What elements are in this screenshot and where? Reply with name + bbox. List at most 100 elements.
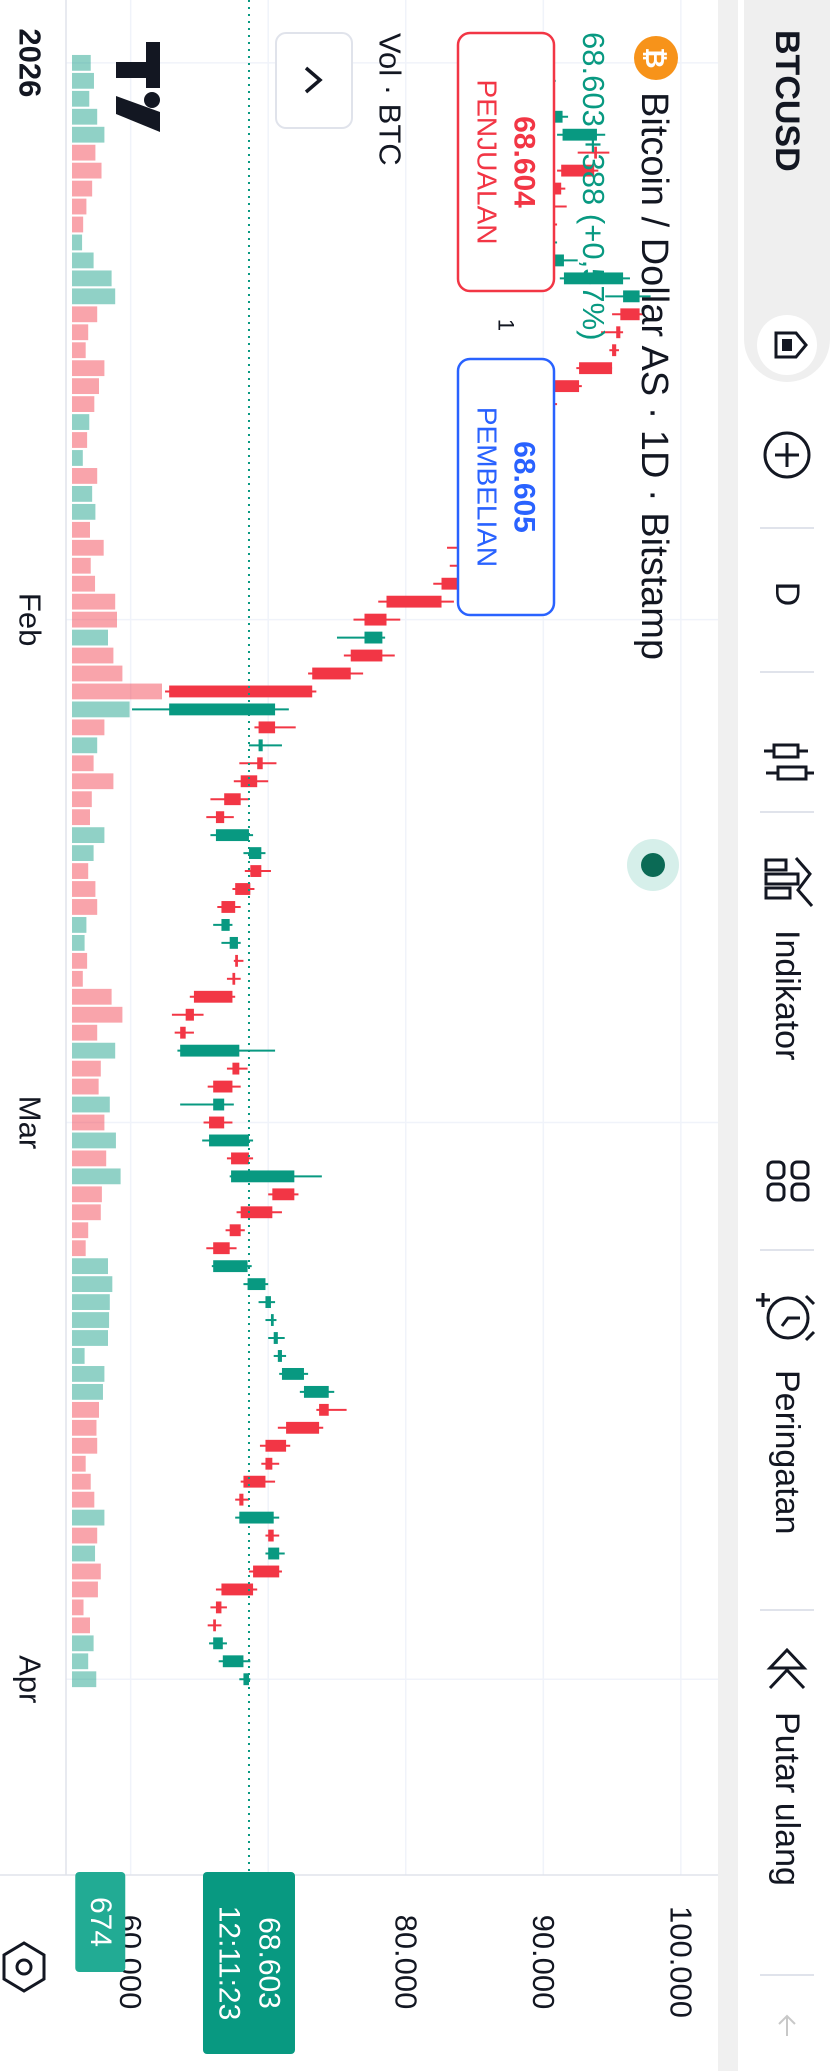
candle-body <box>215 829 249 842</box>
volume-bar <box>71 450 83 466</box>
x-tick-label: Mar <box>13 1096 48 1149</box>
volume-bar <box>72 126 105 143</box>
symbol[interactable]: BTCUSD <box>768 30 806 172</box>
candle-body <box>268 1547 280 1560</box>
volume-bar <box>72 90 90 107</box>
y-tick-label: 90.000 <box>526 1915 561 2010</box>
volume-bar <box>71 54 91 71</box>
indicator-button[interactable]: Indikator <box>768 930 806 1060</box>
change: +388 <box>577 135 612 205</box>
buy-label[interactable]: PEMBELIAN <box>472 407 503 567</box>
volume-bar <box>71 970 83 987</box>
candle-body <box>257 757 263 770</box>
volume-bar <box>72 719 105 736</box>
candle-body <box>563 272 624 285</box>
chart-type-icon[interactable] <box>764 743 814 781</box>
candle-body <box>364 613 387 626</box>
volume-bar <box>71 988 112 1005</box>
candle-body <box>231 1170 295 1183</box>
volume-bar <box>72 396 95 412</box>
volume-bar <box>71 432 88 448</box>
volume-bar <box>72 324 89 341</box>
candle-body <box>386 595 442 608</box>
volume-bar <box>72 1383 103 1400</box>
volume-bar <box>72 378 99 395</box>
candle-body <box>185 1008 194 1021</box>
volume-bar <box>72 306 98 323</box>
candle-body <box>277 1350 282 1362</box>
settings-icon[interactable] <box>2 1941 46 1993</box>
volume-bar <box>72 414 90 430</box>
candle-body <box>229 936 238 949</box>
candle-body <box>243 1475 266 1488</box>
candle-body <box>235 954 238 967</box>
market-status[interactable] <box>627 839 679 891</box>
candle-body <box>350 649 383 662</box>
interval[interactable]: D <box>768 582 806 607</box>
volume-bar <box>72 162 102 179</box>
candle-body <box>554 380 580 393</box>
compare-icon[interactable] <box>757 315 817 375</box>
legend-title: Bitcoin / Dollar AS · 1D · Bitstamp <box>633 92 675 660</box>
buy-price[interactable]: 68.605 <box>508 441 541 533</box>
volume-bar <box>72 1276 113 1293</box>
toolbar <box>738 0 836 2071</box>
volume-bar <box>71 1060 101 1077</box>
replay-icon[interactable] <box>766 1647 808 1690</box>
scroll-up-icon[interactable] <box>778 2014 796 2036</box>
candle-body <box>258 721 276 734</box>
alert-icon[interactable] <box>756 1293 816 1342</box>
volume-bar <box>71 1419 97 1436</box>
candle-body <box>180 1026 186 1039</box>
quantity[interactable]: 1 <box>494 319 519 331</box>
sell-price[interactable]: 68.604 <box>508 116 541 208</box>
candle-body <box>169 685 313 698</box>
add-icon[interactable] <box>763 431 811 479</box>
candle-body <box>235 883 251 895</box>
candle-body <box>268 1529 274 1542</box>
last-price-badge <box>202 1872 295 2054</box>
candle-body <box>616 326 621 339</box>
volume-bar <box>72 198 87 215</box>
volume-bar <box>72 1222 89 1239</box>
volume-bar <box>72 1150 107 1167</box>
indicator-icon[interactable] <box>764 857 814 907</box>
candle-body <box>215 1601 222 1614</box>
volume-label: 674 <box>84 1897 117 1947</box>
volume-bar <box>72 1527 98 1544</box>
replay-button[interactable]: Putar ulang <box>768 1712 806 1886</box>
volume-bar <box>71 1545 96 1562</box>
candle-body <box>281 1367 304 1380</box>
volume-bar <box>72 288 116 305</box>
volume-bar <box>72 1114 105 1131</box>
candle-body <box>221 919 230 931</box>
volume-bar <box>72 1078 99 1095</box>
buy-button[interactable]: 68.605 PEMBELIAN <box>456 357 556 617</box>
volume-bar <box>72 1491 95 1508</box>
x-tick-label: Feb <box>13 593 48 646</box>
templates-icon[interactable] <box>766 1160 810 1202</box>
collapse-legend-button[interactable] <box>275 32 353 129</box>
volume-bar <box>71 845 94 861</box>
candle-body <box>193 990 233 1003</box>
candle-body <box>250 865 262 877</box>
sell-button[interactable]: 68.604 PENJUALAN <box>456 31 556 293</box>
volume-bar <box>71 1473 91 1490</box>
candle-body <box>221 901 236 913</box>
volume-bar <box>71 252 94 269</box>
sell-label[interactable]: PENJUALAN <box>472 80 503 245</box>
symbol-pill[interactable] <box>744 0 830 382</box>
candle-body <box>554 254 564 267</box>
candle-body <box>213 1637 223 1650</box>
candle-body <box>229 1224 241 1237</box>
volume-bar <box>72 1509 105 1526</box>
volume-bar <box>72 629 108 646</box>
candle-body <box>265 1296 271 1309</box>
volume-bar <box>71 1096 110 1113</box>
alert-button[interactable]: Peringatan <box>768 1370 806 1534</box>
change-percent: (+0,57%) <box>577 214 612 341</box>
volume-bar <box>71 1294 110 1310</box>
candle-body <box>215 811 225 824</box>
volume-bar <box>72 234 83 251</box>
